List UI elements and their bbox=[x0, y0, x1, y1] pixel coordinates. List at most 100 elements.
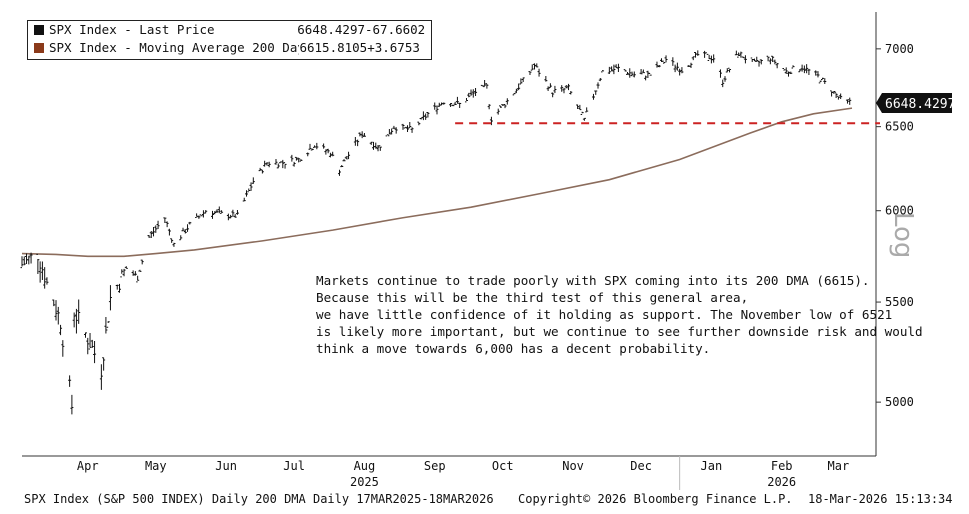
price-bar bbox=[195, 213, 199, 219]
price-bar bbox=[99, 364, 103, 390]
legend-value: 6615.8105 bbox=[299, 40, 368, 55]
price-bar bbox=[419, 117, 423, 120]
price-bar bbox=[22, 256, 26, 266]
price-bar bbox=[501, 104, 505, 107]
price-bar bbox=[689, 62, 693, 68]
price-bar bbox=[215, 209, 219, 213]
price-bar bbox=[848, 97, 852, 105]
price-bar bbox=[118, 283, 122, 293]
price-bar bbox=[38, 261, 42, 283]
price-bar bbox=[342, 159, 346, 162]
price-bar bbox=[451, 104, 455, 107]
price-bar bbox=[274, 158, 278, 165]
price-bar bbox=[802, 65, 806, 74]
price-bar bbox=[546, 86, 550, 92]
price-bar bbox=[830, 90, 834, 97]
price-bar bbox=[743, 55, 747, 64]
chart-annotation: Markets continue to trade poorly with SP… bbox=[316, 273, 923, 356]
last-price-label: 6648.4297 bbox=[885, 97, 955, 112]
price-bar bbox=[485, 83, 489, 89]
price-bar bbox=[408, 122, 412, 129]
price-bar bbox=[498, 105, 502, 108]
price-bar bbox=[467, 92, 471, 98]
price-bar bbox=[152, 227, 156, 237]
price-bar bbox=[471, 89, 475, 98]
price-bar bbox=[245, 190, 249, 197]
price-bar bbox=[249, 182, 253, 191]
price-bar bbox=[362, 133, 366, 137]
price-bar bbox=[483, 80, 487, 88]
price-bar bbox=[449, 102, 453, 107]
price-bar bbox=[83, 332, 87, 338]
price-bar bbox=[818, 80, 822, 84]
price-bar bbox=[340, 165, 344, 168]
price-bar bbox=[369, 141, 373, 145]
price-bar bbox=[836, 95, 840, 100]
price-bar bbox=[530, 64, 534, 71]
price-bar bbox=[691, 56, 695, 61]
price-bar bbox=[821, 77, 825, 81]
price-bar bbox=[814, 70, 818, 76]
price-bar bbox=[442, 102, 446, 105]
y-tick-label: 7000 bbox=[885, 42, 914, 56]
price-bar bbox=[297, 157, 301, 163]
legend-name: SPX Index - Last Price bbox=[49, 22, 215, 37]
price-bar bbox=[458, 102, 462, 109]
price-bar bbox=[680, 67, 684, 74]
price-bar bbox=[567, 83, 571, 91]
price-bar bbox=[489, 116, 493, 126]
price-bar bbox=[247, 188, 251, 193]
price-bar bbox=[231, 209, 235, 217]
price-bar bbox=[374, 142, 378, 149]
price-bar bbox=[308, 143, 312, 150]
price-bar bbox=[27, 255, 31, 265]
price-bar bbox=[610, 66, 614, 72]
price-bar bbox=[217, 206, 221, 214]
price-bar bbox=[628, 68, 632, 78]
price-bar bbox=[512, 93, 516, 96]
price-bar bbox=[816, 71, 820, 78]
price-bar bbox=[798, 69, 802, 73]
footer-timestamp: 18-Mar-2026 15:13:34 bbox=[808, 492, 953, 506]
price-bar bbox=[673, 64, 677, 73]
price-bar bbox=[623, 69, 627, 72]
price-bar bbox=[721, 79, 725, 88]
price-bar bbox=[147, 234, 151, 238]
series-moving-average-200-day bbox=[21, 107, 853, 258]
price-bar bbox=[283, 162, 287, 169]
price-bar bbox=[235, 209, 239, 215]
price-bar bbox=[199, 214, 203, 217]
price-bar bbox=[789, 71, 793, 75]
price-bar bbox=[406, 125, 410, 132]
price-bar bbox=[20, 256, 24, 269]
price-bar bbox=[124, 266, 128, 269]
price-bar bbox=[260, 169, 264, 174]
price-bar bbox=[644, 75, 648, 81]
price-bar bbox=[170, 238, 174, 243]
price-bar bbox=[725, 68, 729, 73]
price-bar bbox=[120, 269, 124, 278]
price-bar bbox=[372, 141, 376, 150]
price-bar bbox=[517, 83, 521, 91]
price-bar bbox=[108, 285, 112, 311]
x-tick-label: Dec bbox=[630, 459, 652, 473]
price-bar bbox=[154, 225, 158, 233]
price-bar bbox=[487, 104, 491, 110]
price-bar bbox=[657, 65, 661, 68]
price-bar bbox=[834, 92, 838, 98]
price-bar bbox=[791, 65, 795, 69]
price-bar bbox=[435, 105, 439, 115]
price-bar bbox=[52, 299, 56, 307]
x-tick-label: Oct bbox=[492, 459, 514, 473]
y-tick-label: 5000 bbox=[885, 395, 914, 409]
price-bar bbox=[734, 50, 738, 56]
price-bar bbox=[503, 103, 507, 109]
footer-copyright: Copyright© 2026 Bloomberg Finance L.P. bbox=[518, 492, 793, 506]
x-tick-label: Nov bbox=[562, 459, 584, 473]
price-bar bbox=[718, 69, 722, 78]
price-bar bbox=[392, 125, 396, 129]
price-bar bbox=[755, 56, 759, 62]
price-bar bbox=[25, 253, 29, 265]
price-bar bbox=[519, 78, 523, 85]
